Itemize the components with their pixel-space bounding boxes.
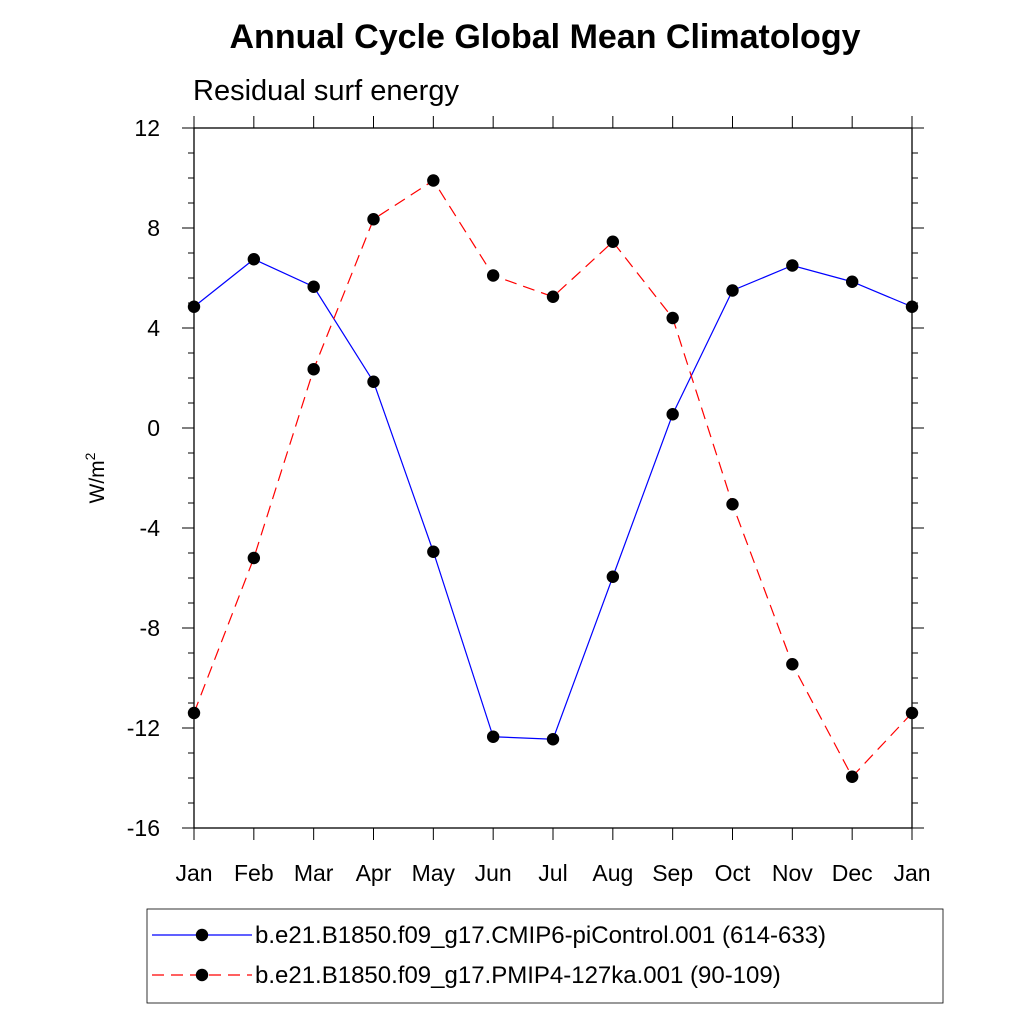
y-axis-label-exponent: 2 (82, 452, 98, 460)
legend: b.e21.B1850.f09_g17.CMIP6-piControl.001 … (146, 908, 944, 1004)
series-2-point (427, 174, 440, 187)
series-2-point (666, 311, 679, 325)
series-1-point (486, 730, 500, 743)
svg-text:W/m2: W/m2 (82, 452, 109, 503)
series-1-point (786, 259, 799, 272)
x-tick-label: Jul (538, 860, 567, 886)
y-tick-label: -8 (140, 615, 160, 641)
y-axis-label: W/m2 (82, 452, 109, 503)
x-tick-label: Sep (652, 860, 693, 886)
series-2-point (307, 363, 320, 376)
x-tick-label: Aug (592, 860, 633, 886)
plot-area: -16 -12 -8 -4 0 4 8 12 Jan Feb Mar Apr May Jun Jul Aug S… (127, 115, 931, 886)
y-tick-label: 8 (147, 215, 160, 241)
series-2-point (905, 706, 919, 720)
x-tick-label: Jan (893, 860, 930, 886)
legend-label-1: b.e21.B1850.f09_g17.CMIP6-piControl.001 … (255, 922, 826, 949)
x-tick-label: Feb (234, 860, 274, 886)
x-tick-label: Apr (356, 860, 392, 886)
chart-title: Annual Cycle Global Mean Climatology (230, 18, 861, 56)
series-2-point (486, 269, 500, 282)
x-tick-label: Dec (832, 860, 873, 886)
legend-label-2: b.e21.B1850.f09_g17.PMIP4-127ka.001 (90-… (255, 962, 781, 989)
series-1-point (666, 408, 679, 421)
x-tick-label: Jun (475, 860, 512, 886)
series-1-point (367, 375, 380, 388)
series-2-point (845, 770, 859, 783)
y-tick-label: 0 (147, 415, 160, 441)
series-1-point (845, 275, 859, 288)
y-axis-label-unit: W/m (86, 460, 109, 503)
series-2-point (786, 658, 799, 671)
series-2-point (546, 290, 560, 303)
series-2-point (726, 498, 739, 511)
x-tick-label: Mar (294, 860, 334, 886)
series-1-point (427, 545, 440, 558)
y-tick-label: -12 (127, 715, 160, 741)
series-1-point (606, 570, 620, 583)
series-1-point (546, 733, 560, 746)
series-2-point (247, 551, 261, 565)
y-tick-label: -16 (127, 815, 160, 841)
x-tick-label: May (412, 860, 456, 886)
y-tick-label: 4 (147, 315, 160, 341)
x-tick-label: Jan (175, 860, 212, 886)
y-tick-label: -4 (140, 515, 161, 541)
legend-marker-1 (195, 928, 209, 942)
series-2-point (187, 706, 201, 720)
series-1-point (726, 284, 739, 297)
legend-box (146, 908, 944, 1004)
legend-marker-2 (195, 968, 209, 982)
series-2-point (367, 213, 380, 226)
x-tick-label: Nov (772, 860, 813, 886)
plot-frame (193, 127, 913, 829)
series-2-point (606, 235, 620, 248)
x-tick-label: Oct (715, 860, 751, 886)
series-1-point (247, 253, 261, 266)
series-1-point (187, 300, 201, 313)
series-line-2 (193, 179, 913, 778)
y-tick-label: 12 (134, 115, 160, 141)
series-1-point (905, 300, 919, 313)
series-line-1 (193, 258, 913, 740)
series-1-point (307, 280, 320, 293)
chart-subtitle: Residual surf energy (193, 75, 459, 107)
